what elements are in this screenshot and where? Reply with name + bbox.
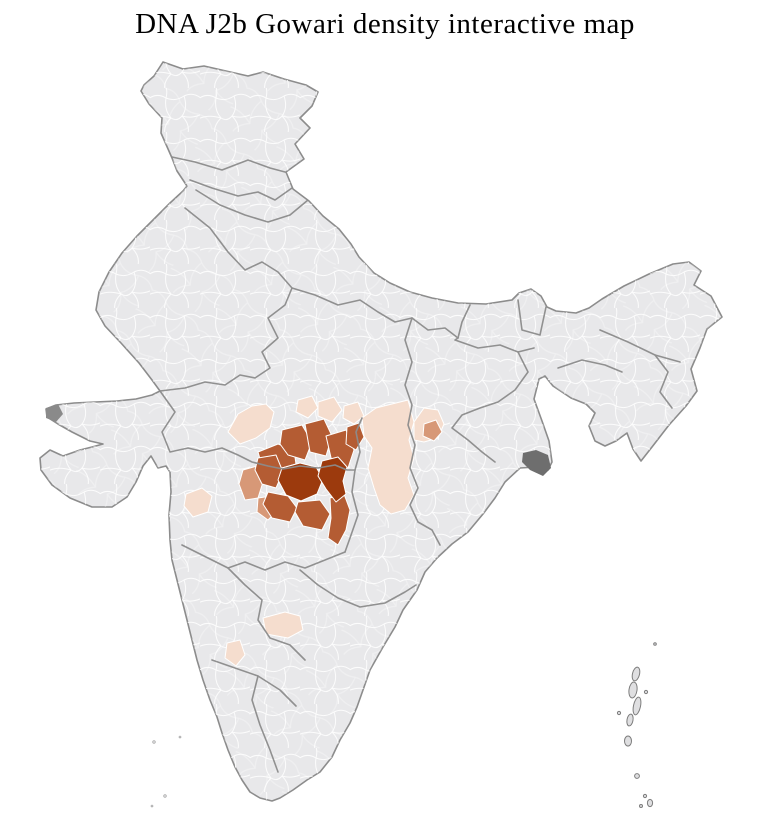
kutch-marsh (46, 404, 63, 422)
district-level1[interactable] (295, 395, 319, 419)
island-blob (626, 713, 634, 727)
district-level1[interactable] (317, 396, 343, 423)
lakshadweep-islands[interactable] (150, 735, 182, 808)
island-dot (639, 804, 643, 808)
district-level2[interactable] (422, 419, 443, 442)
density-districts-level4 (277, 456, 348, 503)
islet-dot (178, 735, 182, 739)
district-level3[interactable] (279, 424, 313, 461)
district-level4[interactable] (277, 462, 324, 502)
state-borders (159, 156, 681, 773)
district-level1[interactable] (227, 403, 275, 445)
islet-dot (150, 804, 154, 808)
island-blob (624, 735, 632, 747)
district-level1[interactable] (224, 639, 246, 667)
islet-dot (163, 794, 167, 798)
island-blob (628, 681, 638, 699)
island-dot (634, 773, 640, 779)
district-level4[interactable] (317, 456, 348, 503)
islet-dot (152, 740, 156, 744)
island-dot (642, 793, 648, 799)
district-level1[interactable] (183, 487, 213, 518)
district-level3[interactable] (327, 493, 351, 546)
district-level3[interactable] (254, 454, 284, 489)
map-title: DNA J2b Gowari density interactive map (135, 8, 635, 40)
island-blob (646, 798, 654, 808)
andaman-nicobar-islands[interactable] (616, 642, 657, 808)
sundarbans-delta (522, 450, 551, 476)
district-level1[interactable] (342, 401, 365, 425)
island-dot (643, 689, 649, 695)
island-dot (653, 642, 657, 646)
island-dot (616, 710, 622, 716)
district-level3[interactable] (345, 422, 365, 451)
district-level1[interactable] (262, 611, 304, 639)
island-blob (632, 696, 642, 716)
district-level3[interactable] (294, 499, 331, 531)
island-blob (631, 666, 641, 682)
density-districts-level3 (254, 418, 365, 546)
